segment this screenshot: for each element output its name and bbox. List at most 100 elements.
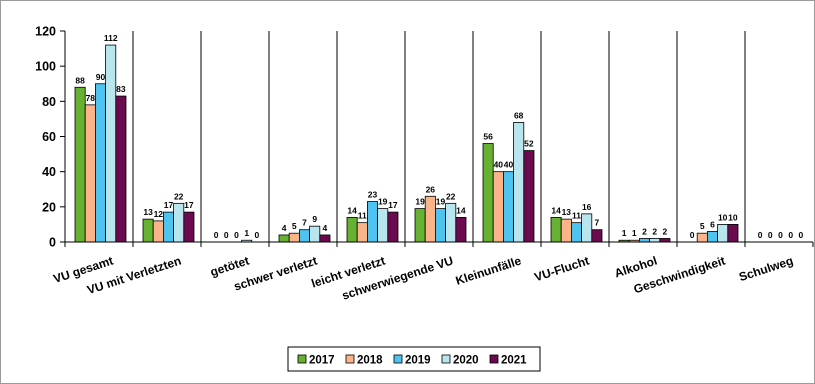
bar [95, 83, 107, 243]
data-label: 14 [551, 205, 561, 215]
data-label: 10 [718, 212, 728, 222]
bar [649, 238, 661, 243]
data-label: 14 [347, 205, 357, 215]
data-label: 14 [456, 205, 466, 215]
data-label: 17 [164, 200, 174, 210]
legend-label: 2017 [309, 355, 335, 367]
data-label: 2 [642, 226, 647, 236]
bar [356, 222, 368, 243]
data-label: 90 [96, 72, 106, 82]
data-label: 19 [415, 197, 425, 207]
bar [346, 216, 358, 243]
bar [142, 218, 154, 243]
data-label: 16 [582, 202, 592, 212]
data-label: 22 [174, 191, 184, 201]
x-tick-label: VU-Flucht [533, 254, 591, 285]
data-label: 5 [292, 221, 297, 231]
data-label: 0 [214, 230, 219, 240]
data-label: 88 [75, 75, 85, 85]
bar [298, 229, 310, 243]
data-label: 4 [323, 223, 328, 233]
x-tick-label: Kleinunfälle [454, 253, 523, 287]
data-label: 56 [483, 132, 493, 142]
data-label: 0 [799, 230, 804, 240]
bar [455, 216, 467, 243]
bar [445, 202, 457, 243]
bar [74, 86, 86, 243]
data-label: 1 [244, 228, 249, 238]
y-tick-label: 0 [49, 236, 56, 250]
data-label: 26 [426, 184, 436, 194]
x-tick-label: Schulweg [737, 254, 795, 285]
data-label: 6 [710, 219, 715, 229]
data-label: 0 [778, 230, 783, 240]
legend-swatch [345, 354, 355, 364]
data-label: 0 [224, 230, 229, 240]
data-label: 1 [632, 228, 637, 238]
data-label: 17 [388, 200, 398, 210]
bar [492, 171, 504, 243]
data-label: 112 [104, 33, 118, 43]
data-label: 1 [622, 228, 627, 238]
legend-swatch [297, 354, 307, 364]
bar [414, 208, 426, 243]
data-label: 0 [788, 230, 793, 240]
data-label: 68 [514, 110, 524, 120]
legend-label: 2021 [501, 355, 527, 367]
data-label: 19 [378, 197, 388, 207]
bar [727, 224, 739, 243]
y-tick-label: 80 [42, 95, 56, 109]
bar [387, 211, 399, 243]
bar [639, 238, 651, 243]
data-label: 13 [143, 207, 153, 217]
data-label: 52 [524, 139, 534, 149]
data-label: 23 [368, 190, 378, 200]
bar [309, 225, 321, 243]
data-label: 78 [86, 93, 96, 103]
bar [717, 224, 729, 243]
data-label: 2 [652, 226, 657, 236]
bar [183, 211, 195, 243]
data-label: 0 [234, 230, 239, 240]
bar [424, 195, 436, 243]
y-tick-label: 100 [35, 60, 56, 74]
bar [162, 211, 174, 243]
data-label: 0 [690, 230, 695, 240]
data-label: 11 [572, 211, 581, 221]
bar [571, 222, 583, 243]
bar [560, 218, 572, 243]
data-label: 13 [562, 207, 572, 217]
legend-swatch [441, 354, 451, 364]
legend-label: 2019 [405, 355, 431, 367]
bar [152, 220, 164, 243]
bar [550, 216, 562, 243]
bar [377, 208, 389, 243]
data-label: 40 [494, 160, 504, 170]
data-label: 19 [436, 197, 446, 207]
data-label: 2 [663, 226, 668, 236]
data-label: 17 [184, 200, 194, 210]
bar [581, 213, 593, 243]
data-label: 11 [358, 211, 367, 221]
data-label: 0 [768, 230, 773, 240]
bar [84, 104, 96, 243]
bar [288, 232, 300, 243]
bar [173, 202, 185, 243]
bar [434, 208, 446, 243]
bar [659, 238, 671, 243]
legend-swatch [393, 354, 403, 364]
data-label: 22 [446, 191, 456, 201]
data-label: 40 [504, 160, 514, 170]
bar [319, 234, 331, 243]
bar [513, 122, 525, 243]
y-tick-label: 40 [42, 165, 56, 179]
legend-label: 2020 [453, 355, 479, 367]
bar [707, 231, 719, 243]
bar [591, 229, 603, 243]
bar [696, 232, 708, 243]
data-label: 0 [255, 230, 260, 240]
bar [115, 95, 127, 243]
data-label: 5 [700, 221, 705, 231]
